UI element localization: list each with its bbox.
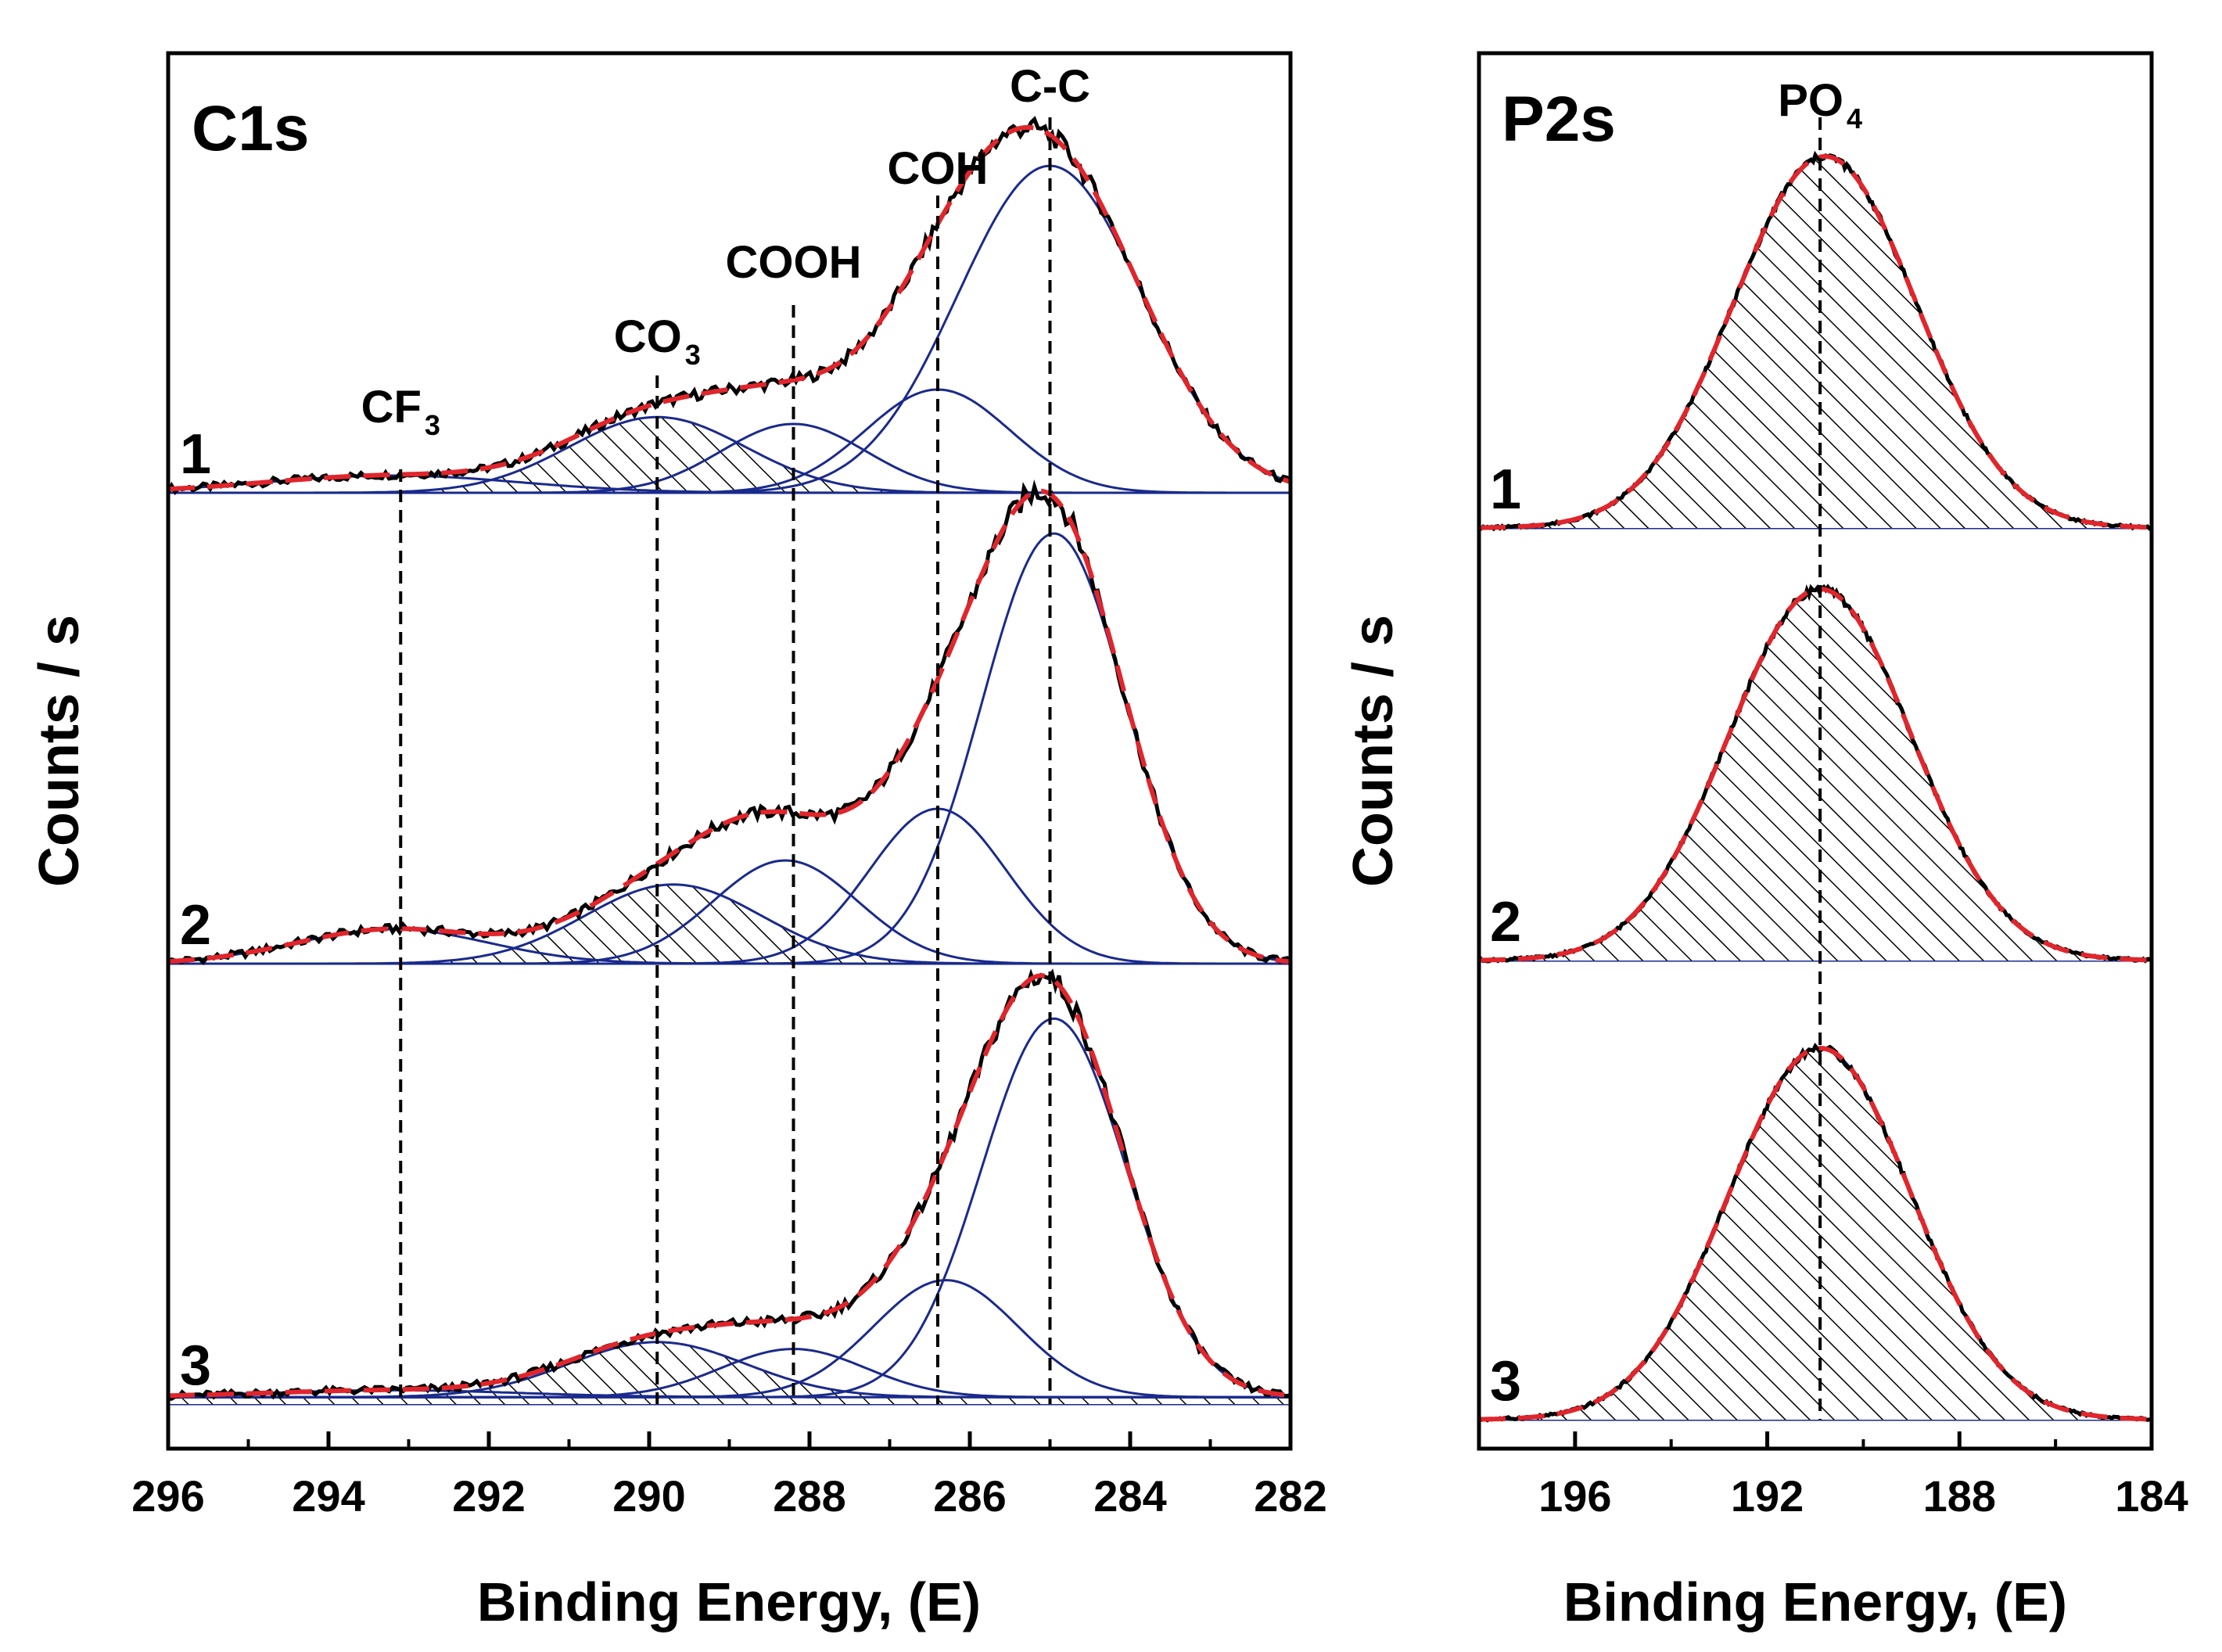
spectrum-2 [1479,584,2152,964]
x-tick-label: 192 [1731,1471,1804,1521]
x-tick-label: 290 [612,1471,685,1521]
c1s-plot-area [168,116,1290,1406]
p2s-x-axis-title: Binding Energy, (E) [1563,1571,2067,1632]
trace-number-2: 2 [180,894,211,957]
x-tick-label: 196 [1538,1471,1611,1521]
p2s-frame [1477,51,2154,1451]
spectrum-1 [1479,150,2152,532]
measured-spectrum [1479,1043,2152,1423]
hatched-component-area [1479,1048,2152,1420]
c1s-title: C1s [192,93,309,164]
spectrum-3 [1479,1043,2152,1423]
component-peak [168,1017,1290,1399]
peak-label: C-C [1010,61,1090,112]
trace-number-1: 1 [180,423,211,486]
fit-envelope [168,124,1290,492]
hatched-component-area [168,884,1290,964]
trace-number-3: 3 [180,1334,211,1397]
x-tick-label: 188 [1923,1471,1996,1521]
peak-label: COH [888,143,989,194]
spectrum-1 [168,116,1290,496]
p2s-panel: 196 192 188 184 1 2 3 PO 4 P2s Binding Energy, … [1342,51,2188,1632]
measured-spectrum [1479,584,2152,964]
c1s-y-axis-title: Counts / s [28,615,91,887]
x-tick-label: 184 [2115,1471,2188,1521]
x-tick-label: 284 [1093,1471,1166,1521]
p2s-plot-area [1479,150,2152,1423]
hatched-component-area [1479,156,2152,528]
c1s-x-ticks: 296 294 292 290 288 286 284 282 [131,1431,1327,1521]
hatched-component-area [1479,589,2152,961]
spectrum-3 [168,968,1290,1406]
hatched-component-area [168,417,1290,493]
c1s-x-axis-title: Binding Energy, (E) [477,1571,981,1632]
peak-label: COOH [726,237,862,288]
c1s-reference-labels: 1 2 3 CF 3 CO 3 COOH COH C-C [180,61,1090,1404]
measured-spectrum [168,116,1290,496]
peak-label: CO 3 [614,311,701,371]
c1s-panel: 296 294 292 290 288 286 284 282 1 2 3 CF 3 CO 3 COOH CO… [28,51,1327,1632]
x-tick-label: 282 [1254,1471,1326,1521]
spectrum-2 [168,479,1290,966]
measured-spectrum [168,479,1290,966]
hatched-component-area [168,1341,1290,1404]
trace-number-3: 3 [1490,1350,1521,1413]
x-tick-label: 294 [292,1471,364,1521]
x-tick-label: 286 [933,1471,1006,1521]
p2s-title: P2s [1502,84,1616,155]
peak-label: CF 3 [361,382,440,441]
trace-number-1: 1 [1490,458,1521,521]
fit-envelope [168,973,1290,1399]
p2s-reference-labels: 1 2 3 PO 4 [1490,75,1862,1420]
x-tick-label: 292 [452,1471,525,1521]
x-tick-label: 288 [773,1471,845,1521]
fit-envelope [168,488,1290,964]
measured-spectrum [168,968,1290,1402]
x-tick-label: 296 [131,1471,204,1521]
p2s-x-ticks: 196 192 188 184 [1538,1431,2188,1521]
peak-label: PO 4 [1778,75,1862,135]
measured-spectrum [1479,150,2152,532]
p2s-y-axis-title: Counts / s [1342,615,1405,887]
trace-number-2: 2 [1490,891,1521,953]
